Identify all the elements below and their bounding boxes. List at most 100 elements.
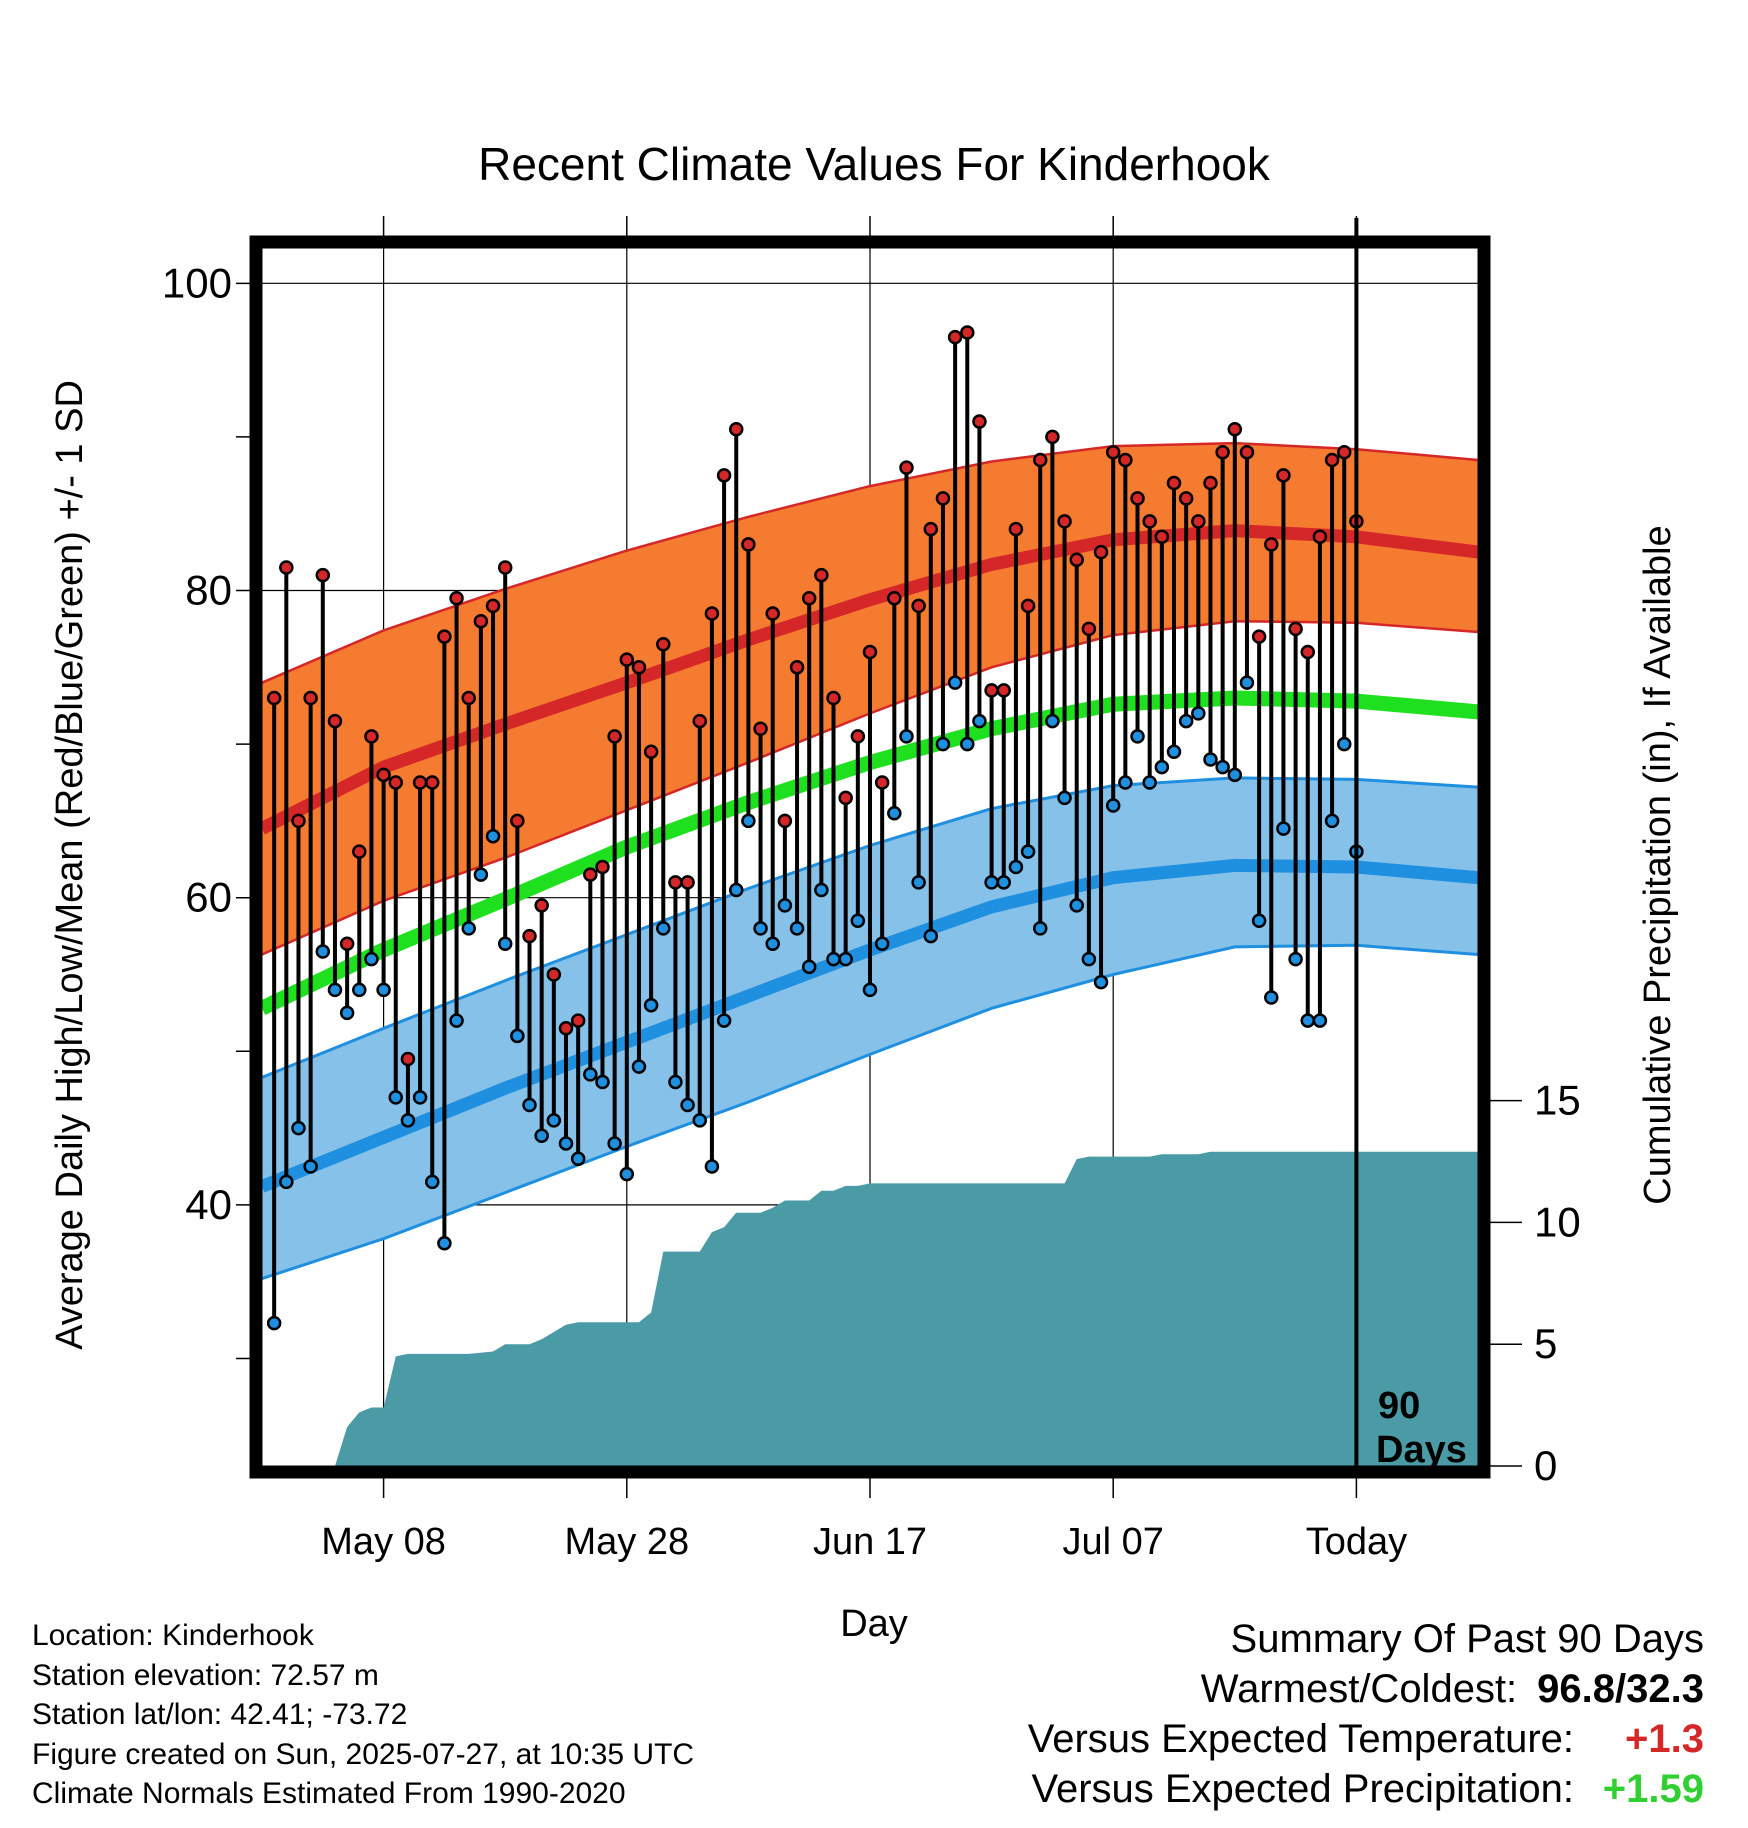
low-point <box>570 1151 586 1167</box>
high-point <box>424 775 440 790</box>
low-point <box>266 1315 282 1331</box>
x-tick-label: May 08 <box>321 1521 446 1563</box>
high-point <box>911 598 926 614</box>
high-point <box>777 813 793 829</box>
low-point <box>558 1136 574 1151</box>
daily-range-stems <box>272 332 1359 1324</box>
high-point <box>485 598 501 614</box>
daily-points <box>266 325 1364 1331</box>
high-point <box>473 613 489 629</box>
low-point <box>643 997 659 1013</box>
y-left-tick-label: 80 <box>185 567 232 614</box>
low-point <box>522 1097 537 1113</box>
high-point <box>1264 537 1279 552</box>
low-point <box>716 1013 732 1028</box>
high-point <box>1020 598 1036 614</box>
low-point <box>1057 790 1072 806</box>
station-metadata: Location: Kinderhook Station elevation: … <box>32 1616 694 1814</box>
elevation-text: Station elevation: 72.57 m <box>32 1658 379 1692</box>
low-point <box>595 1074 610 1090</box>
x-tick-label: Jul 07 <box>1062 1521 1163 1563</box>
high-point <box>1154 529 1170 545</box>
normals-text: Climate Normals Estimated From 1990-2020 <box>32 1777 626 1811</box>
high-point <box>643 744 659 760</box>
y-left-tick-label: 40 <box>185 1181 232 1228</box>
precip-label: Versus Expected Precipitation: <box>1031 1767 1574 1811</box>
high-point <box>558 1021 574 1036</box>
high-point <box>1118 452 1133 468</box>
high-point <box>1191 514 1206 529</box>
low-point <box>631 1059 647 1074</box>
low-point <box>291 1120 306 1136</box>
low-point <box>376 982 391 998</box>
low-point <box>1032 921 1048 936</box>
high-point <box>741 537 756 552</box>
high-point <box>1239 445 1255 460</box>
low-point <box>692 1113 708 1128</box>
precip-value: +1.59 <box>1602 1767 1704 1811</box>
high-point <box>814 567 829 583</box>
high-point <box>303 690 318 706</box>
low-point <box>400 1113 416 1128</box>
high-sd-upper-line <box>261 441 1479 684</box>
high-point <box>728 421 744 437</box>
high-point <box>960 325 975 340</box>
low-point <box>838 951 853 967</box>
high-point <box>972 414 987 429</box>
low-point <box>1336 736 1352 752</box>
low-point <box>923 928 939 944</box>
low-point <box>364 951 379 967</box>
high-point <box>862 644 878 660</box>
y-axis-left-label: Average Daily High/Low/Mean (Red/Blue/Gr… <box>49 380 91 1350</box>
low-point <box>1166 744 1182 760</box>
low-point <box>279 1174 294 1190</box>
low-point <box>789 921 805 936</box>
warmest-label: Warmest/Coldest: <box>1200 1667 1518 1711</box>
y-right-tick-label: 5 <box>1534 1320 1557 1367</box>
low-point <box>1008 859 1024 875</box>
low-point <box>704 1159 720 1174</box>
low-point <box>437 1236 452 1251</box>
created-text: Figure created on Sun, 2025-07-27, at 10… <box>32 1737 695 1771</box>
location-text: Location: Kinderhook <box>32 1619 314 1652</box>
high-point <box>1105 445 1121 460</box>
high-point <box>400 1051 416 1067</box>
high-point <box>838 790 853 806</box>
high-point <box>935 491 951 506</box>
high-point <box>1251 629 1267 644</box>
x-axis-label: Day <box>840 1603 908 1645</box>
low-point <box>984 875 999 890</box>
high-point <box>850 729 866 744</box>
high-point <box>1093 544 1109 560</box>
x-tick-label: Today <box>1306 1521 1407 1563</box>
high-point <box>1081 621 1097 637</box>
temp-label: Versus Expected Temperature: <box>1027 1717 1574 1761</box>
normal-high-line <box>259 524 1479 835</box>
low-point <box>1215 759 1230 775</box>
high-point <box>692 713 708 729</box>
y-left-tick-label: 60 <box>185 874 232 921</box>
high-point <box>680 875 695 890</box>
high-point <box>1300 644 1316 660</box>
low-point <box>874 936 890 952</box>
latlon-text: Station lat/lon: 42.41; -73.72 <box>32 1698 408 1732</box>
summary-temp-row: Versus Expected Temperature: +1.3 <box>1028 1714 1704 1764</box>
low-point <box>826 951 841 967</box>
axes: 40 60 80 100 0 5 10 15 May 08 May 28 Jun 17 Jul 07 T… <box>162 216 1581 1563</box>
high-point <box>1288 621 1303 637</box>
low-point <box>1227 767 1243 783</box>
low-point <box>1105 798 1121 813</box>
today-marker-label: Days <box>1376 1429 1467 1471</box>
low-point <box>1020 844 1036 859</box>
high-point <box>631 660 647 675</box>
x-tick-label: May 28 <box>564 1521 689 1563</box>
high-point <box>339 936 355 952</box>
high-point <box>668 875 683 890</box>
high-point <box>656 637 671 652</box>
low-point <box>1069 898 1084 913</box>
y-right-tick-label: 15 <box>1534 1077 1581 1124</box>
high-point <box>1203 475 1218 491</box>
high-point <box>595 859 610 875</box>
high-point <box>534 898 549 913</box>
